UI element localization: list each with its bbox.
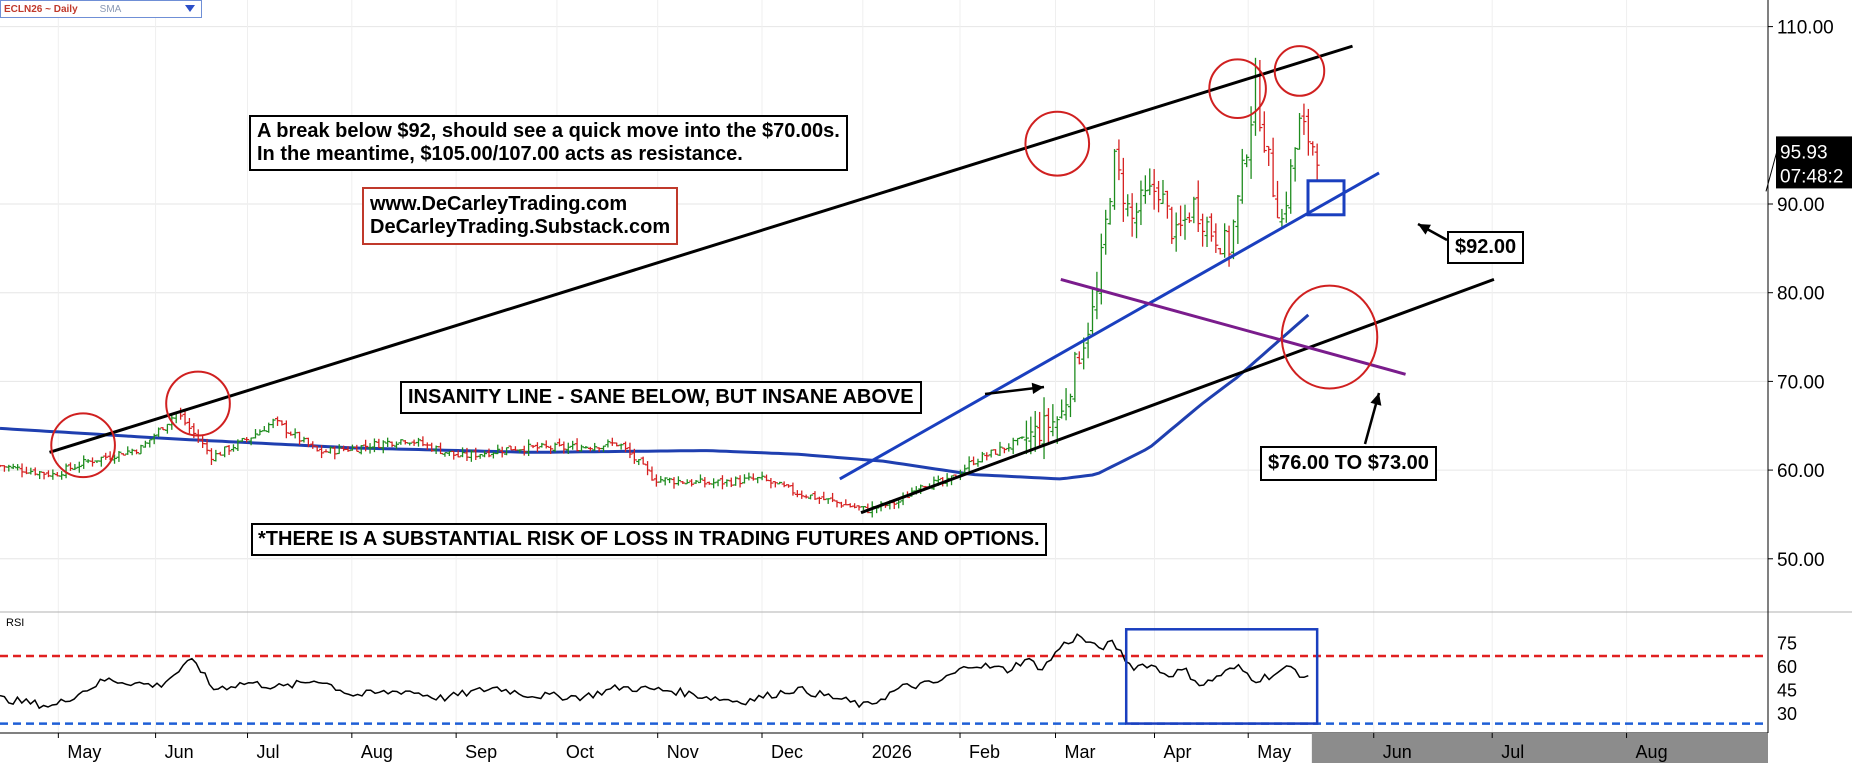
support-arrow bbox=[1417, 222, 1448, 242]
target-zone-label: $76.00 TO $73.00 bbox=[1260, 446, 1437, 481]
time-axis-label: May bbox=[1257, 742, 1291, 762]
highlight-circle bbox=[1024, 110, 1091, 177]
target-arrow-head bbox=[1370, 393, 1382, 406]
rsi-title: RSI bbox=[6, 617, 24, 629]
target-arrow bbox=[1363, 392, 1382, 445]
website-line-1: www.DeCarleyTrading.com bbox=[370, 193, 628, 215]
support-label: $92.00 bbox=[1447, 231, 1525, 264]
price-bars bbox=[0, 57, 1320, 518]
breakdown-line-2: In the meantime, $105.00/107.00 acts as … bbox=[257, 143, 743, 165]
indicator-label: SMA bbox=[99, 3, 122, 15]
time-axis-label: Nov bbox=[667, 742, 699, 762]
breakdown-line-1: A break below $92, should see a quick mo… bbox=[257, 120, 840, 142]
insanity-arrow-head bbox=[1031, 382, 1044, 394]
time-axis-label: Oct bbox=[566, 742, 594, 762]
breakdown-note: A break below $92, should see a quick mo… bbox=[249, 115, 848, 171]
time-axis-label: May bbox=[67, 742, 101, 762]
price-axis-label: 70.00 bbox=[1777, 372, 1825, 393]
time-axis-label: Sep bbox=[465, 742, 497, 762]
support-box bbox=[1306, 179, 1346, 217]
moving-average-line bbox=[0, 313, 1310, 481]
website-note: www.DeCarleyTrading.com DeCarleyTrading.… bbox=[362, 187, 679, 245]
rsi-line bbox=[0, 633, 1309, 710]
rsi-axis-label: 45 bbox=[1777, 681, 1797, 701]
highlight-circle bbox=[50, 412, 116, 479]
time-axis-label: Jun bbox=[165, 742, 194, 762]
price-axis-label: 90.00 bbox=[1777, 195, 1825, 216]
time-axis-label: 2026 bbox=[872, 742, 912, 762]
last-price-value: 95.93 bbox=[1780, 142, 1828, 163]
lower-support-trendline bbox=[860, 277, 1495, 515]
insanity-line bbox=[1060, 277, 1406, 376]
highlight-circle bbox=[1273, 45, 1326, 97]
time-axis-label: Jul bbox=[1501, 742, 1524, 762]
rsi-axis-label: 75 bbox=[1777, 633, 1797, 653]
price-axis-label: 80.00 bbox=[1777, 284, 1825, 305]
website-line-2: DeCarleyTrading.Substack.com bbox=[370, 216, 671, 238]
future-period-band bbox=[1311, 733, 1768, 763]
time-axis-label: Jun bbox=[1383, 742, 1412, 762]
last-price-badge bbox=[1776, 136, 1852, 189]
dropdown-arrow-icon[interactable] bbox=[185, 5, 195, 12]
bar-countdown: 07:48:2 bbox=[1780, 166, 1843, 187]
insanity-arrow bbox=[984, 382, 1045, 396]
symbol-selector[interactable]: ECLN26 ~ Daily SMA bbox=[0, 0, 202, 18]
risk-disclaimer: *THERE IS A SUBSTANTIAL RISK OF LOSS IN … bbox=[251, 523, 1047, 556]
price-axis-label: 50.00 bbox=[1777, 550, 1825, 571]
upper-support-trendline bbox=[839, 171, 1380, 481]
rsi-axis-label: 60 bbox=[1777, 657, 1797, 677]
resistance-trendline bbox=[49, 44, 1353, 454]
time-axis-label: Jul bbox=[257, 742, 280, 762]
symbol-label: ECLN26 ~ Daily bbox=[4, 3, 78, 15]
rsi-highlight-box bbox=[1124, 628, 1319, 725]
highlight-circle bbox=[165, 370, 231, 437]
rsi-axis-label: 30 bbox=[1777, 704, 1797, 724]
time-axis-label: Aug bbox=[361, 742, 393, 762]
support-arrow-head bbox=[1418, 224, 1431, 235]
time-axis-label: Aug bbox=[1636, 742, 1668, 762]
highlight-circle bbox=[1208, 58, 1267, 119]
time-axis-label: Feb bbox=[969, 742, 1000, 762]
time-axis-label: Mar bbox=[1064, 742, 1095, 762]
time-axis-label: Apr bbox=[1164, 742, 1192, 762]
time-axis-label: Dec bbox=[771, 742, 803, 762]
price-axis-label: 110.00 bbox=[1777, 18, 1834, 39]
highlight-circle bbox=[1280, 284, 1379, 390]
price-axis-label: 60.00 bbox=[1777, 461, 1825, 482]
insanity-line-label: INSANITY LINE - SANE BELOW, BUT INSANE A… bbox=[400, 381, 922, 414]
